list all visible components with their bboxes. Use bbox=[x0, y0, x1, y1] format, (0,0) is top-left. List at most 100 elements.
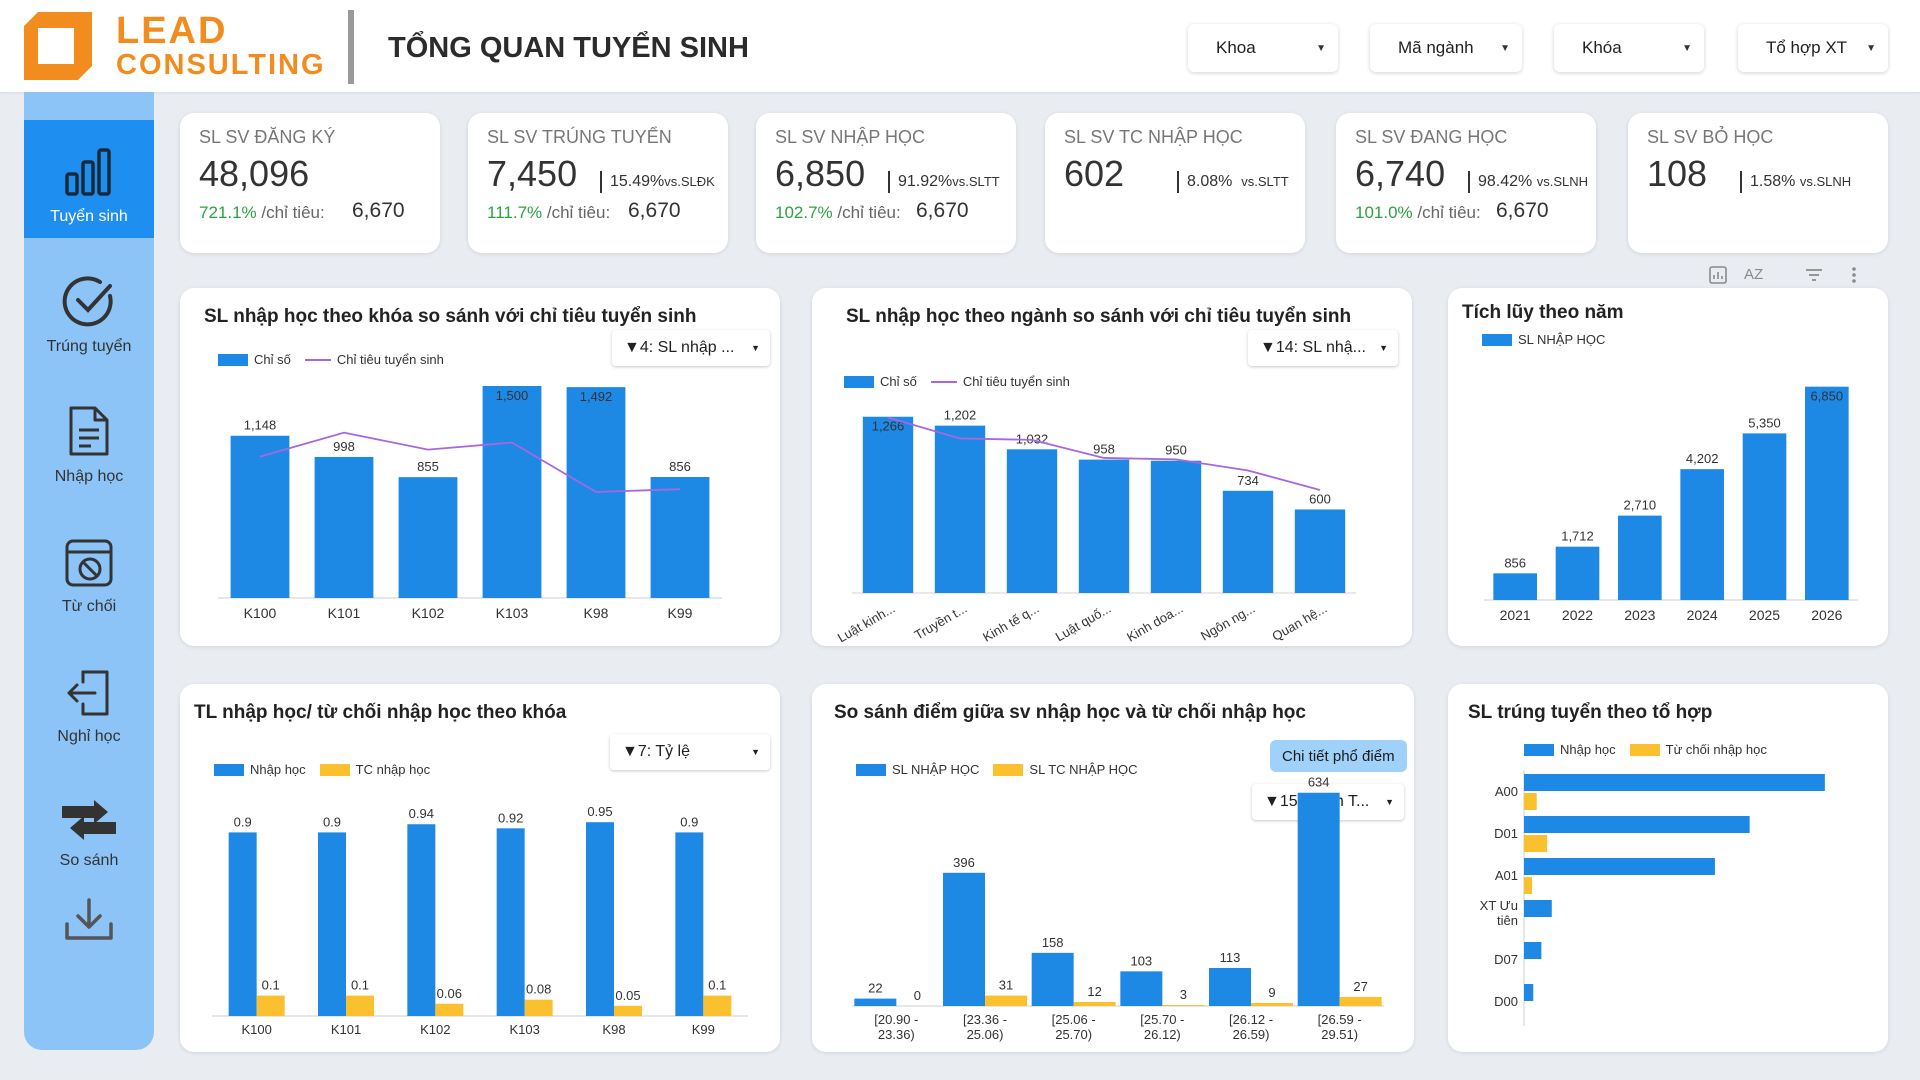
tick-label: D00 bbox=[1494, 994, 1518, 1009]
sidebar-item-so-sanh[interactable]: So sánh bbox=[24, 764, 154, 882]
legend: Chỉ số Chỉ tiêu tuyển sinh bbox=[218, 352, 444, 367]
data-label: 27 bbox=[1353, 979, 1367, 994]
tick-label: Truyền t... bbox=[912, 601, 970, 643]
card-chart-so-sanh-diem: So sánh điểm giữa sv nhập học và từ chối… bbox=[812, 684, 1414, 1052]
card-chart-tl-nhap-hoc: TL nhập học/ từ chối nhập học theo khóa … bbox=[180, 684, 780, 1052]
kpi-value: 6,740 bbox=[1355, 153, 1446, 194]
sidebar-item-label: Nhập học bbox=[54, 468, 124, 485]
tick-label: XT Ưu tiên bbox=[1480, 898, 1518, 928]
data-label: 0.95 bbox=[587, 804, 612, 819]
bar bbox=[1078, 459, 1130, 593]
kpi-card-dang-hoc: SL SV ĐANG HỌC 6,740 98.42% vs.SLNH 101.… bbox=[1336, 113, 1596, 253]
chevron-down-icon: ▼ bbox=[751, 747, 760, 757]
chevron-down-icon: ▼ bbox=[1500, 42, 1510, 54]
kpi-pct: 111.7% /chỉ tiêu: bbox=[487, 203, 611, 222]
bar-series-b bbox=[985, 995, 1027, 1006]
bar-series-b bbox=[1162, 1004, 1205, 1006]
bar-chart-icon bbox=[65, 148, 111, 196]
kpi-card-bo-hoc: SL SV BỎ HỌC 108 1.58% vs.SLNH bbox=[1628, 113, 1888, 253]
data-label: 0.94 bbox=[409, 806, 434, 821]
card-chart-tich-luy: Tích lũy theo năm SL NHẬP HỌC 856 2021 1,7… bbox=[1448, 288, 1888, 646]
data-label: 958 bbox=[1093, 442, 1115, 457]
sidebar-item-tuyen-sinh[interactable]: Tuyển sinh bbox=[24, 120, 154, 238]
header-divider bbox=[348, 10, 354, 84]
tick-label: Kinh tế q... bbox=[980, 601, 1041, 645]
kpi-pct: 101.0% /chỉ tiêu: bbox=[1355, 203, 1481, 222]
sort-az-icon[interactable]: AZ bbox=[1744, 266, 1764, 283]
data-label: 1,500 bbox=[496, 388, 529, 403]
chi-tiet-pho-diem-button[interactable]: Chi tiết phổ điểm bbox=[1270, 740, 1407, 772]
tick-label: K103 bbox=[509, 1022, 539, 1037]
swap-arrows-icon bbox=[62, 800, 116, 840]
bar bbox=[314, 456, 374, 598]
chart-settings-icon[interactable] bbox=[1708, 265, 1728, 285]
data-label: 1,266 bbox=[872, 419, 905, 434]
logo-icon bbox=[24, 12, 92, 80]
legend-swatch bbox=[1629, 743, 1660, 756]
bar-series-b bbox=[1524, 793, 1537, 810]
tick-label: K101 bbox=[328, 605, 361, 621]
chart-title: So sánh điểm giữa sv nhập học và từ chối… bbox=[834, 702, 1306, 723]
sidebar-item-tu-choi[interactable]: Từ chối bbox=[24, 510, 154, 628]
bar-series-b bbox=[1524, 877, 1533, 894]
sidebar-item-nghi-hoc[interactable]: Nghỉ học bbox=[24, 640, 154, 758]
data-label: 634 bbox=[1308, 775, 1330, 790]
tick-label: [25.70 -26.12) bbox=[1140, 1012, 1184, 1042]
kpi-target: 6,670 bbox=[628, 199, 681, 222]
chart-dropdown[interactable]: ▼7: Tỷ lệ ▼ bbox=[610, 734, 770, 770]
document-icon bbox=[69, 406, 109, 456]
sidebar-item-nhap-hoc[interactable]: Nhập học bbox=[24, 380, 154, 498]
bar-series-a bbox=[1297, 792, 1340, 1006]
kpi-target: 6,670 bbox=[916, 199, 969, 222]
legend: Nhập học TC nhập học bbox=[214, 762, 430, 777]
tick-label: [26.12 -26.59) bbox=[1229, 1012, 1273, 1042]
data-label: 3 bbox=[1180, 987, 1187, 1002]
bar-series-b bbox=[703, 995, 732, 1016]
download-icon[interactable] bbox=[64, 898, 114, 942]
data-label: 0.05 bbox=[615, 988, 640, 1003]
tick-label: D01 bbox=[1494, 826, 1518, 841]
bar bbox=[1150, 460, 1202, 593]
data-label: 12 bbox=[1087, 984, 1101, 999]
kpi-compare: 8.08% vs.SLTT bbox=[1177, 171, 1289, 193]
chart-dropdown[interactable]: ▼14: SL nhậ... ▼ bbox=[1248, 330, 1398, 366]
data-label: 0.9 bbox=[323, 814, 341, 829]
chevron-down-icon: ▼ bbox=[751, 343, 760, 353]
sidebar-item-label: So sánh bbox=[59, 852, 119, 869]
data-label: 22 bbox=[868, 981, 882, 996]
legend-swatch bbox=[214, 763, 244, 776]
kpi-card-trung-tuyen: SL SV TRÚNG TUYỂN 7,450 15.49%vs.SLĐK 11… bbox=[468, 113, 728, 253]
chart-dropdown[interactable]: ▼4: SL nhập ... ▼ bbox=[612, 330, 770, 366]
bar bbox=[862, 416, 914, 593]
legend: SL NHẬP HỌC bbox=[1482, 332, 1605, 347]
target-line bbox=[887, 416, 1321, 491]
filter-icon[interactable] bbox=[1804, 265, 1824, 285]
tick-label: A00 bbox=[1495, 784, 1518, 799]
filter-to-hop-xt[interactable]: Tổ hợp XT ▼ bbox=[1738, 24, 1888, 72]
bar-series-a bbox=[1524, 858, 1715, 875]
kpi-value: 48,096 bbox=[199, 153, 310, 194]
chart-title: SL nhập học theo khóa so sánh với chỉ ti… bbox=[204, 306, 697, 327]
bar-series-a bbox=[1524, 984, 1534, 1001]
data-label: 0.08 bbox=[526, 982, 551, 997]
data-label: 0.1 bbox=[351, 978, 369, 993]
sidebar-item-label: Từ chối bbox=[61, 598, 117, 615]
filter-khoa[interactable]: Khoa ▼ bbox=[1188, 24, 1338, 72]
bar-series-b bbox=[1251, 1002, 1293, 1006]
header: LEAD CONSULTING TỔNG QUAN TUYỂN SINH Kho… bbox=[0, 0, 1920, 92]
more-vert-icon[interactable] bbox=[1844, 265, 1864, 285]
sidebar-item-trung-tuyen[interactable]: Trúng tuyển bbox=[24, 250, 154, 368]
data-label: 1,712 bbox=[1561, 529, 1594, 544]
bar-series-a bbox=[1524, 942, 1542, 959]
filter-ma-nganh[interactable]: Mã ngành ▼ bbox=[1370, 24, 1522, 72]
tick-label: D07 bbox=[1494, 952, 1518, 967]
kpi-card-dang-ky: SL SV ĐĂNG KÝ 48,096 721.1% /chỉ tiêu: 6… bbox=[180, 113, 440, 253]
data-label: 1,148 bbox=[244, 418, 277, 433]
kpi-title: SL SV TRÚNG TUYỂN bbox=[487, 127, 672, 147]
tick-label: K100 bbox=[244, 605, 277, 621]
bar-series-a bbox=[318, 832, 346, 1016]
data-label: 855 bbox=[417, 459, 439, 474]
data-label: 734 bbox=[1237, 473, 1259, 488]
filter-khoa-hoc[interactable]: Khóa ▼ bbox=[1554, 24, 1704, 72]
data-label: 158 bbox=[1042, 935, 1064, 950]
